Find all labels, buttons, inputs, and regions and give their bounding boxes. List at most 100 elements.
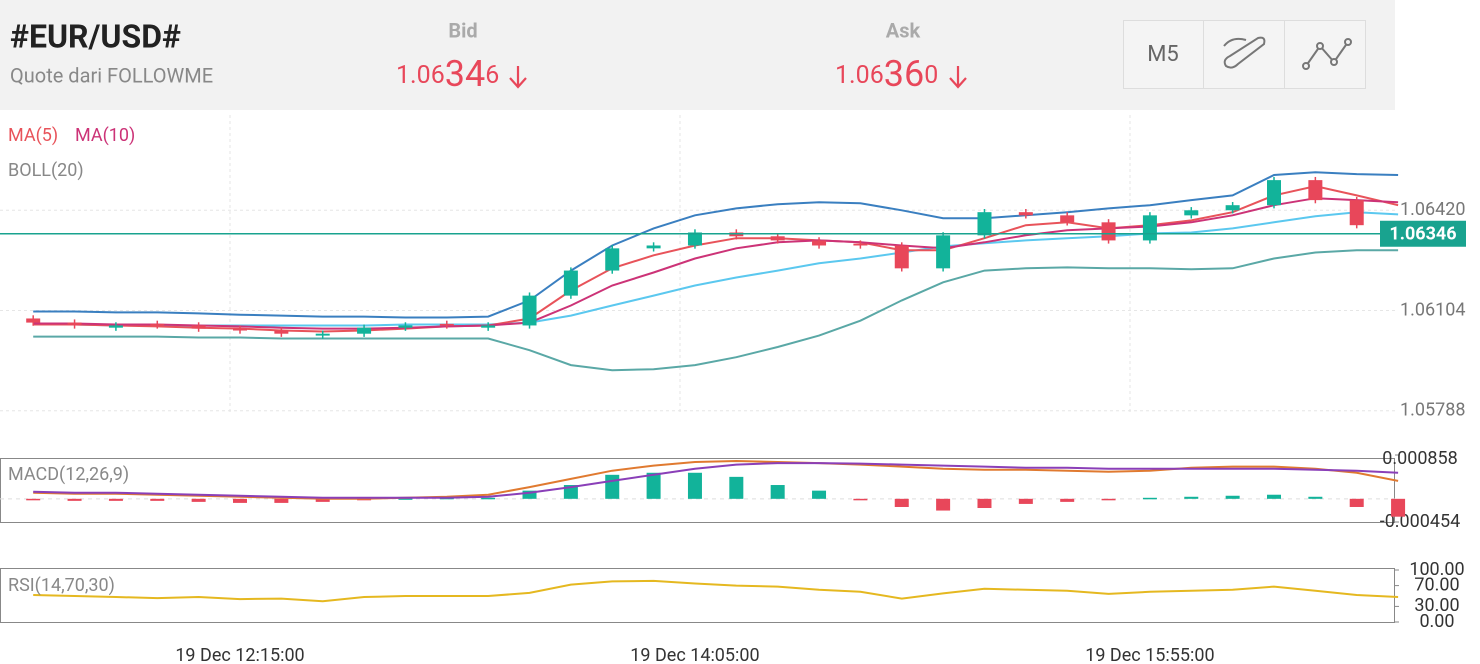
bid-arrow xyxy=(509,66,527,89)
macd-bar xyxy=(1142,497,1157,500)
candle-body xyxy=(1142,215,1157,241)
macd-panel xyxy=(0,458,1395,523)
icon-dot xyxy=(1330,58,1338,66)
macd-bar xyxy=(233,498,247,503)
ask-price: 1.06360 xyxy=(835,53,938,95)
candle-body xyxy=(894,245,909,269)
macd-bar xyxy=(646,472,661,499)
candle-body xyxy=(1184,210,1199,216)
draw-button[interactable] xyxy=(1223,36,1266,69)
macd-bar xyxy=(1101,498,1116,501)
macd-bar xyxy=(398,498,413,500)
macd-bar xyxy=(274,498,289,503)
ask-arrow xyxy=(949,66,967,89)
macd-bar xyxy=(1060,498,1075,502)
bid-price: 1.06346 xyxy=(396,53,499,95)
candle-body xyxy=(563,270,578,296)
ask-label: Ask xyxy=(886,18,921,42)
macd-bar xyxy=(894,498,909,507)
ask-head: 1.06 xyxy=(835,61,884,90)
subtitle: Quote dari FOLLOWME xyxy=(10,63,213,87)
candle-body xyxy=(977,212,992,236)
y-tick-label: 70.00 xyxy=(1414,574,1459,595)
macd-bar xyxy=(812,490,827,499)
macd-bar xyxy=(605,474,620,499)
ask-tail: 0 xyxy=(924,61,938,90)
legend-boll: BOLL(20) xyxy=(8,160,84,181)
y-tick-label: 1.06104 xyxy=(1400,299,1465,320)
macd-bar xyxy=(1308,496,1323,499)
candle-body xyxy=(1225,205,1240,211)
y-tick-label: 100.00 xyxy=(1409,559,1464,580)
candle-body xyxy=(191,325,206,329)
legend-ma10: MA(10) xyxy=(75,125,135,146)
macd-bar xyxy=(1225,495,1240,499)
macd-bar xyxy=(108,498,123,501)
y-tick-label: 0.00 xyxy=(1419,611,1454,632)
candle-body xyxy=(108,325,123,328)
rsi-line xyxy=(33,579,1399,603)
ma-line xyxy=(33,185,1399,333)
candle-body xyxy=(398,325,413,328)
candle-body xyxy=(1267,180,1281,206)
bid-big: 34 xyxy=(445,53,485,95)
x-tick-label: 19 Dec 15:55:00 xyxy=(1085,645,1214,664)
last-price-label: 1.06346 xyxy=(1389,224,1456,245)
panel-title: RSI(14,70,30) xyxy=(8,575,115,596)
macd-bar xyxy=(1267,494,1281,499)
macd-bar xyxy=(977,498,992,509)
period-button[interactable]: M5 xyxy=(1147,42,1179,67)
candle-body xyxy=(812,240,827,246)
x-tick-label: 19 Dec 14:05:00 xyxy=(630,645,759,664)
legend-ma5: MA(5) xyxy=(8,125,58,146)
candle-body xyxy=(770,236,785,241)
toolbar: M5 xyxy=(1123,20,1366,89)
rsi-panel xyxy=(0,568,1395,623)
symbol: #EUR/USD# xyxy=(10,17,181,55)
candle-body xyxy=(605,248,620,271)
y-tick-label: 1.05788 xyxy=(1400,400,1465,421)
boll-upper xyxy=(33,171,1399,319)
candle-body xyxy=(315,333,330,336)
macd-bar xyxy=(1391,498,1406,517)
icon-dot xyxy=(1302,62,1310,70)
bid-label: Bid xyxy=(448,18,477,42)
macd-bar xyxy=(67,498,82,501)
candle-body xyxy=(646,245,661,249)
candle-body xyxy=(274,330,289,334)
bid-tail: 6 xyxy=(485,61,499,90)
macd-bar xyxy=(1349,498,1364,507)
candle-body xyxy=(26,318,41,323)
macd-bar xyxy=(522,490,537,499)
bid-head: 1.06 xyxy=(396,61,445,90)
x-tick-label: 19 Dec 12:15:00 xyxy=(175,645,304,664)
candle-body xyxy=(150,323,165,326)
macd-bar xyxy=(1018,498,1033,504)
macd-bar xyxy=(1184,496,1199,499)
icon-dot xyxy=(1344,38,1352,46)
last-price-box xyxy=(1380,220,1466,247)
boll-lower xyxy=(33,249,1399,372)
line-tool-button[interactable] xyxy=(1305,41,1349,67)
candle-body xyxy=(1349,200,1364,226)
candle-body xyxy=(357,327,372,334)
candle-body xyxy=(1018,212,1033,216)
panel-title: MACD(12,26,9) xyxy=(8,464,129,485)
boll-mid xyxy=(33,211,1399,327)
macd-bar xyxy=(936,498,951,511)
candle-body xyxy=(522,295,537,326)
candle-body xyxy=(481,325,496,328)
y-tick-label: 1.06420 xyxy=(1400,199,1465,220)
candle-body xyxy=(687,232,702,246)
macd-bar xyxy=(481,497,496,500)
macd-bar xyxy=(150,498,165,501)
candle-body xyxy=(1308,180,1323,201)
macd-bar xyxy=(315,498,330,502)
y-tick-label: 30.00 xyxy=(1414,595,1459,616)
macd-bar xyxy=(26,498,41,501)
candle-body xyxy=(67,322,82,326)
macd-bar xyxy=(853,498,868,501)
y-tick-label: 0.000858 xyxy=(1382,448,1458,469)
macd-bar xyxy=(687,472,702,499)
